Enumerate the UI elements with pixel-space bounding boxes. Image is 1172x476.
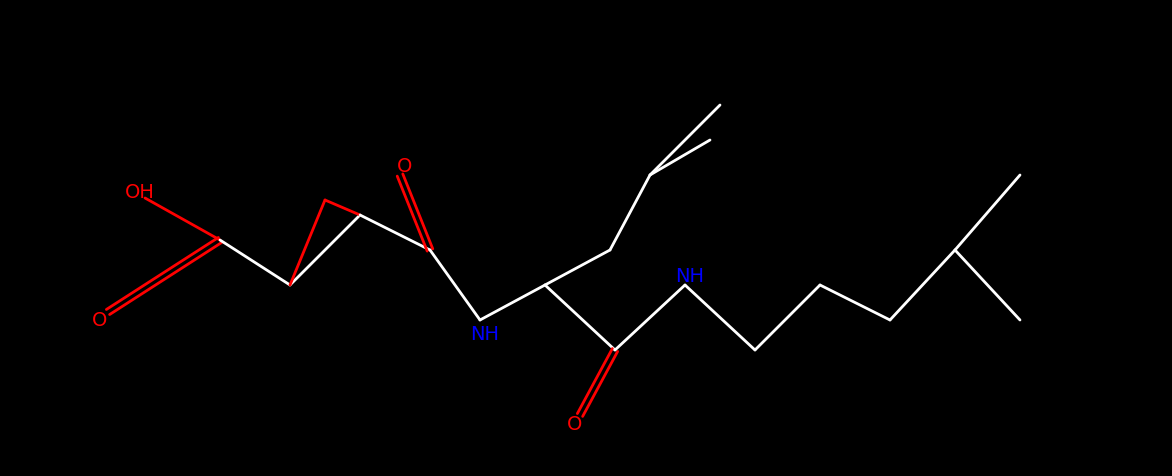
Text: O: O (397, 158, 413, 177)
Text: O: O (567, 416, 582, 435)
Text: O: O (93, 310, 108, 329)
Text: NH: NH (675, 268, 704, 287)
Text: NH: NH (470, 326, 499, 345)
Text: OH: OH (125, 184, 155, 202)
